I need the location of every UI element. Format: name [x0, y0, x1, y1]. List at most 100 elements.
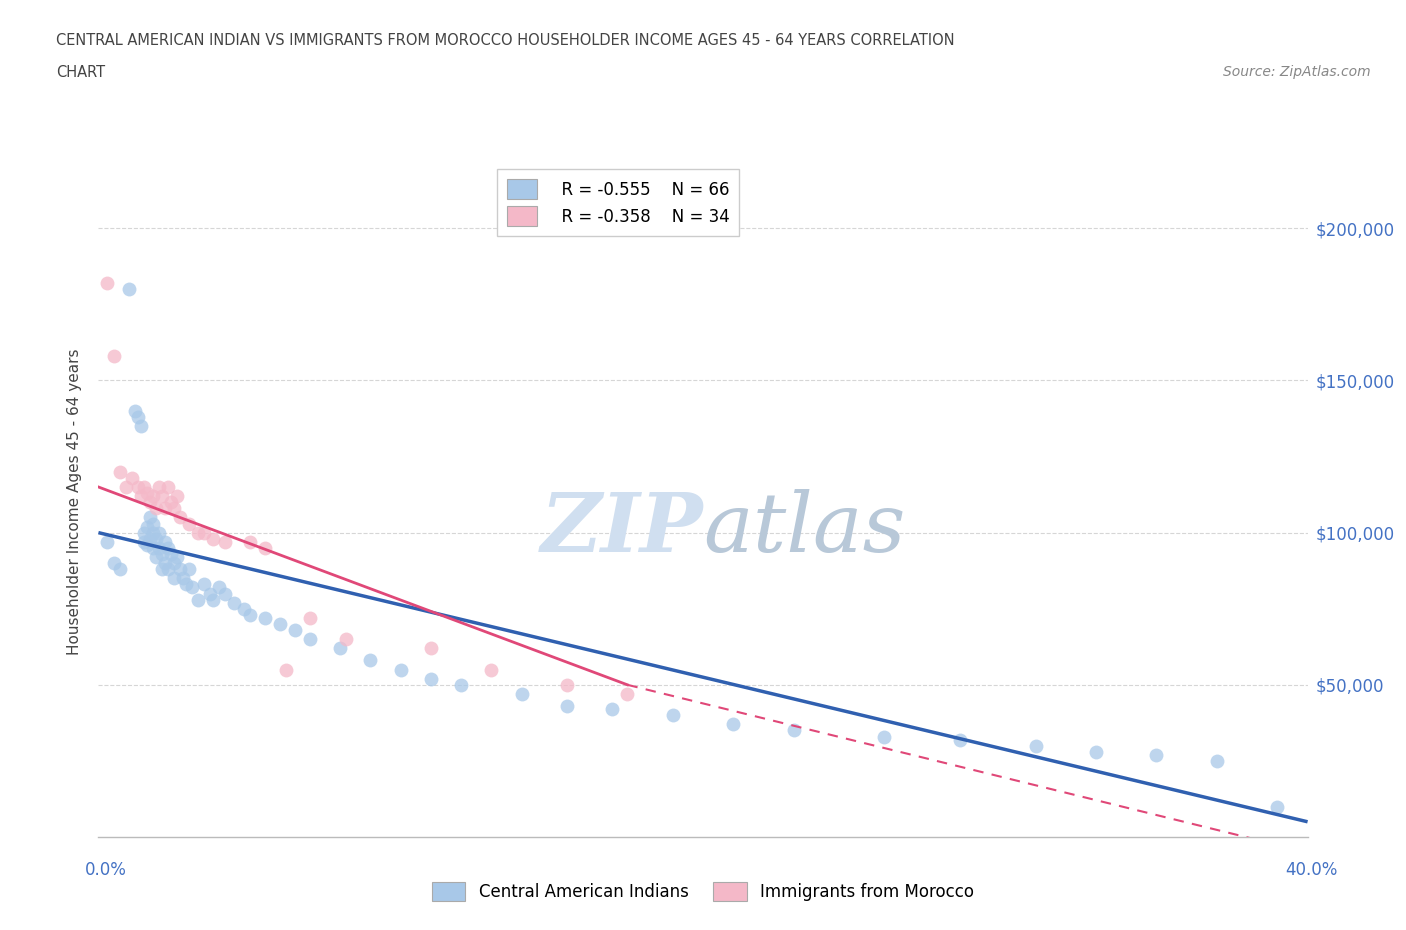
Point: [142, 488, 165, 503]
Point: [108, 464, 131, 479]
Point: [208, 580, 231, 595]
Point: [224, 595, 246, 610]
Point: [335, 631, 357, 646]
Point: [139, 531, 162, 546]
Point: [160, 495, 183, 510]
Point: [96, 275, 118, 290]
Point: [299, 610, 322, 625]
Point: [1024, 738, 1046, 753]
Point: [163, 555, 186, 570]
Point: [166, 550, 188, 565]
Point: [481, 662, 503, 677]
Point: [360, 653, 382, 668]
Point: [114, 480, 136, 495]
Point: [253, 540, 276, 555]
Point: [232, 602, 254, 617]
Point: [163, 571, 186, 586]
Point: [555, 698, 578, 713]
Point: [150, 562, 173, 577]
Point: [148, 540, 170, 555]
Text: CHART: CHART: [56, 65, 105, 80]
Point: [132, 535, 155, 550]
Point: [129, 418, 152, 433]
Point: [193, 525, 215, 540]
Point: [150, 488, 173, 503]
Point: [124, 404, 146, 418]
Text: CENTRAL AMERICAN INDIAN VS IMMIGRANTS FROM MOROCCO HOUSEHOLDER INCOME AGES 45 - : CENTRAL AMERICAN INDIAN VS IMMIGRANTS FR…: [56, 33, 955, 47]
Point: [142, 516, 165, 531]
Point: [723, 717, 745, 732]
Legend:   R = -0.555    N = 66,   R = -0.358    N = 34: R = -0.555 N = 66, R = -0.358 N = 34: [498, 169, 740, 236]
Text: Source: ZipAtlas.com: Source: ZipAtlas.com: [1223, 65, 1371, 79]
Point: [1206, 753, 1229, 768]
Point: [181, 580, 204, 595]
Point: [284, 622, 307, 637]
Point: [200, 586, 222, 601]
Point: [150, 547, 173, 562]
Point: [163, 501, 186, 516]
Text: 0.0%: 0.0%: [84, 860, 127, 879]
Point: [166, 488, 188, 503]
Point: [121, 471, 143, 485]
Point: [145, 531, 167, 546]
Point: [1267, 799, 1289, 814]
Point: [214, 535, 236, 550]
Point: [145, 550, 167, 565]
Point: [202, 592, 225, 607]
Point: [153, 555, 176, 570]
Point: [127, 480, 149, 495]
Point: [174, 577, 197, 591]
Point: [156, 480, 179, 495]
Point: [132, 525, 155, 540]
Point: [202, 531, 225, 546]
Point: [179, 516, 201, 531]
Point: [1144, 748, 1167, 763]
Point: [949, 732, 972, 747]
Text: ZIP: ZIP: [540, 489, 703, 569]
Y-axis label: Householder Income Ages 45 - 64 years: Householder Income Ages 45 - 64 years: [67, 349, 83, 656]
Point: [148, 525, 170, 540]
Point: [450, 677, 472, 692]
Point: [299, 631, 322, 646]
Point: [142, 525, 165, 540]
Point: [172, 571, 194, 586]
Point: [129, 488, 152, 503]
Point: [153, 535, 176, 550]
Point: [132, 480, 155, 495]
Point: [555, 677, 578, 692]
Point: [269, 617, 291, 631]
Point: [169, 510, 191, 525]
Legend: Central American Indians, Immigrants from Morocco: Central American Indians, Immigrants fro…: [425, 875, 981, 908]
Point: [193, 577, 215, 591]
Point: [187, 525, 209, 540]
Point: [156, 562, 179, 577]
Point: [96, 535, 118, 550]
Point: [602, 702, 624, 717]
Point: [142, 540, 165, 555]
Point: [118, 282, 141, 297]
Point: [103, 555, 125, 570]
Point: [153, 501, 176, 516]
Point: [510, 686, 533, 701]
Point: [214, 586, 236, 601]
Text: 40.0%: 40.0%: [1285, 860, 1339, 879]
Point: [135, 519, 157, 534]
Text: atlas: atlas: [703, 489, 905, 569]
Point: [239, 535, 262, 550]
Point: [148, 480, 170, 495]
Point: [145, 501, 167, 516]
Point: [160, 547, 183, 562]
Point: [103, 349, 125, 364]
Point: [187, 592, 209, 607]
Point: [139, 495, 162, 510]
Point: [329, 641, 352, 656]
Point: [616, 686, 638, 701]
Point: [389, 662, 412, 677]
Point: [274, 662, 297, 677]
Point: [179, 562, 201, 577]
Point: [139, 510, 162, 525]
Point: [156, 540, 179, 555]
Point: [239, 607, 262, 622]
Point: [873, 729, 896, 744]
Point: [135, 538, 157, 552]
